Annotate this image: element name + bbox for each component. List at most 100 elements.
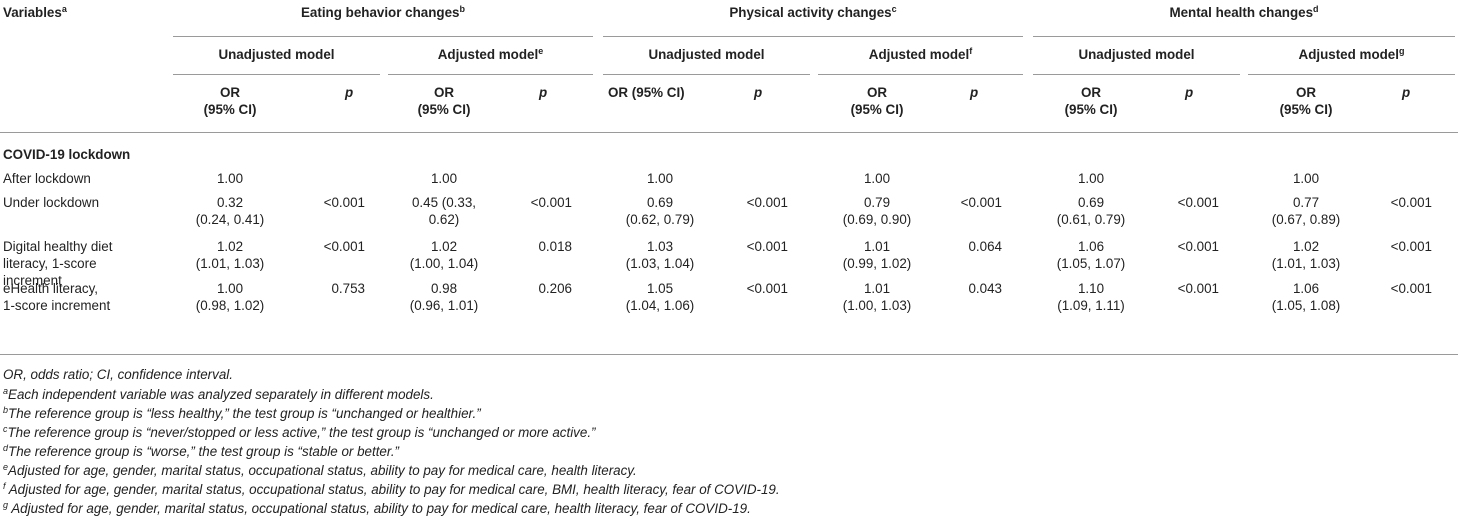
or-header-5: OR (95% CI) bbox=[1064, 85, 1118, 117]
cell-line: (0.24, 0.41) bbox=[195, 212, 265, 227]
footnote: eAdjusted for age, gender, marital statu… bbox=[3, 462, 637, 479]
cell-line: 1.03 bbox=[646, 239, 674, 254]
row-label: eHealth literacy, 1-score increment bbox=[3, 280, 110, 314]
or-cell: 1.02 (1.01, 1.03) bbox=[175, 238, 285, 272]
p-value-cell: <0.001 bbox=[1150, 280, 1219, 297]
row-label-line: 1-score increment bbox=[3, 298, 111, 313]
cell-line: <0.001 bbox=[960, 195, 1002, 210]
or-cell: 1.00 (0.98, 1.02) bbox=[175, 280, 285, 314]
or-cell: 0.45 (0.33, 0.62) bbox=[390, 194, 498, 228]
p-value-cell: 0.043 bbox=[935, 280, 1002, 297]
or-cell: 1.01 (0.99, 1.02) bbox=[822, 238, 932, 272]
or-cell: 0.69 (0.62, 0.79) bbox=[605, 194, 715, 228]
footnote-marker: e bbox=[3, 462, 9, 472]
footnote: g Adjusted for age, gender, marital stat… bbox=[3, 500, 751, 517]
or-header-3: OR (95% CI) bbox=[608, 85, 685, 100]
p-header-6: p bbox=[1402, 85, 1411, 100]
or-header-2: OR (95% CI) bbox=[417, 85, 471, 117]
cell-line: 0.043 bbox=[968, 281, 1002, 296]
p-value-cell: <0.001 bbox=[1365, 280, 1432, 297]
or-cell: 1.00 bbox=[390, 170, 498, 187]
cell-line: (0.69, 0.90) bbox=[842, 212, 912, 227]
or-cell: 1.02 (1.00, 1.04) bbox=[390, 238, 498, 272]
or-cell: 0.77 (0.67, 0.89) bbox=[1251, 194, 1361, 228]
row-label-line: literacy, 1-score bbox=[3, 256, 97, 271]
cell-line: 0.62) bbox=[428, 212, 460, 227]
variables-header: Variablesa bbox=[3, 4, 67, 21]
cell-line: (1.00, 1.04) bbox=[409, 256, 479, 271]
footnote: OR, odds ratio; CI, confidence interval. bbox=[3, 366, 233, 383]
row-label: Under lockdown bbox=[3, 194, 99, 211]
footnote: aEach independent variable was analyzed … bbox=[3, 386, 434, 403]
p-value-cell: <0.001 bbox=[1365, 194, 1432, 211]
footnote-text: Adjusted for age, gender, marital status… bbox=[8, 463, 637, 478]
cell-line: 1.00 bbox=[1292, 171, 1320, 186]
p-header-4: p bbox=[970, 85, 979, 100]
model-underline-4 bbox=[818, 74, 1023, 75]
or-cell: 1.05 (1.04, 1.06) bbox=[605, 280, 715, 314]
group-header-mental: Mental health changesd bbox=[1169, 4, 1319, 21]
or-cell: 1.03 (1.03, 1.04) bbox=[605, 238, 715, 272]
footnote: dThe reference group is “worse,” the tes… bbox=[3, 443, 399, 460]
cell-line: 1.06 bbox=[1077, 239, 1105, 254]
p-value-cell: <0.001 bbox=[290, 194, 365, 211]
p-value-cell: <0.001 bbox=[1150, 194, 1219, 211]
model-underline-5 bbox=[1033, 74, 1240, 75]
p-value-cell: <0.001 bbox=[505, 194, 572, 211]
cell-line: (0.96, 1.01) bbox=[409, 298, 479, 313]
cell-line: <0.001 bbox=[1390, 239, 1432, 254]
row-label-line: After lockdown bbox=[3, 171, 91, 186]
group-header-physical: Physical activity changesc bbox=[729, 4, 897, 21]
p-value-cell: <0.001 bbox=[935, 194, 1002, 211]
group-underline-mental bbox=[1033, 36, 1455, 37]
cell-line: <0.001 bbox=[1390, 281, 1432, 296]
cell-line: 1.02 bbox=[430, 239, 458, 254]
cell-line: 1.01 bbox=[863, 281, 891, 296]
cell-line: 0.79 bbox=[863, 195, 891, 210]
p-header-1: p bbox=[345, 85, 354, 100]
or-cell: 0.98 (0.96, 1.01) bbox=[390, 280, 498, 314]
footnote-text: The reference group is “less healthy,” t… bbox=[8, 406, 481, 421]
footnote-text: Adjusted for age, gender, marital status… bbox=[5, 482, 780, 497]
cell-line: 1.02 bbox=[216, 239, 244, 254]
or-cell: 0.79 (0.69, 0.90) bbox=[822, 194, 932, 228]
or-header-6: OR (95% CI) bbox=[1279, 85, 1333, 117]
cell-line: <0.001 bbox=[746, 239, 788, 254]
cell-line: 0.69 bbox=[646, 195, 674, 210]
cell-line: 1.00 bbox=[863, 171, 891, 186]
cell-line: (1.05, 1.08) bbox=[1271, 298, 1341, 313]
footnote-text: OR, odds ratio; CI, confidence interval. bbox=[3, 367, 233, 382]
row-label: After lockdown bbox=[3, 170, 91, 187]
or-cell: 1.00 bbox=[1251, 170, 1361, 187]
row-label-line: eHealth literacy, bbox=[3, 281, 99, 296]
model-header-6: Adjusted modelg bbox=[1298, 46, 1405, 63]
cell-line: 0.45 (0.33, bbox=[411, 195, 477, 210]
footnote-text: The reference group is “never/stopped or… bbox=[7, 425, 596, 440]
p-header-2: p bbox=[539, 85, 548, 100]
header-bottom-rule bbox=[0, 132, 1458, 133]
cell-line: <0.001 bbox=[1177, 281, 1219, 296]
table-bottom-rule bbox=[0, 354, 1458, 355]
cell-line: (1.09, 1.11) bbox=[1057, 298, 1125, 313]
or-cell: 1.06 (1.05, 1.08) bbox=[1251, 280, 1361, 314]
cell-line: <0.001 bbox=[746, 195, 788, 210]
p-value-cell: 0.206 bbox=[505, 280, 572, 297]
cell-line: 1.02 bbox=[1292, 239, 1320, 254]
cell-line: <0.001 bbox=[323, 239, 365, 254]
or-cell: 1.02 (1.01, 1.03) bbox=[1251, 238, 1361, 272]
cell-line: (0.98, 1.02) bbox=[195, 298, 265, 313]
model-underline-3 bbox=[603, 74, 810, 75]
cell-line: (1.05, 1.07) bbox=[1056, 256, 1126, 271]
or-header-1: OR (95% CI) bbox=[203, 85, 257, 117]
group-underline-physical bbox=[603, 36, 1023, 37]
cell-line: 1.00 bbox=[216, 281, 244, 296]
or-cell: 1.00 bbox=[822, 170, 932, 187]
cell-line: 0.064 bbox=[968, 239, 1002, 254]
cell-line: 0.77 bbox=[1292, 195, 1320, 210]
model-header-4: Adjusted modelf bbox=[868, 46, 973, 63]
footnote-marker: a bbox=[3, 386, 9, 396]
cell-line: <0.001 bbox=[746, 281, 788, 296]
footnote-text: The reference group is “worse,” the test… bbox=[8, 444, 399, 459]
or-cell: 1.00 bbox=[605, 170, 715, 187]
